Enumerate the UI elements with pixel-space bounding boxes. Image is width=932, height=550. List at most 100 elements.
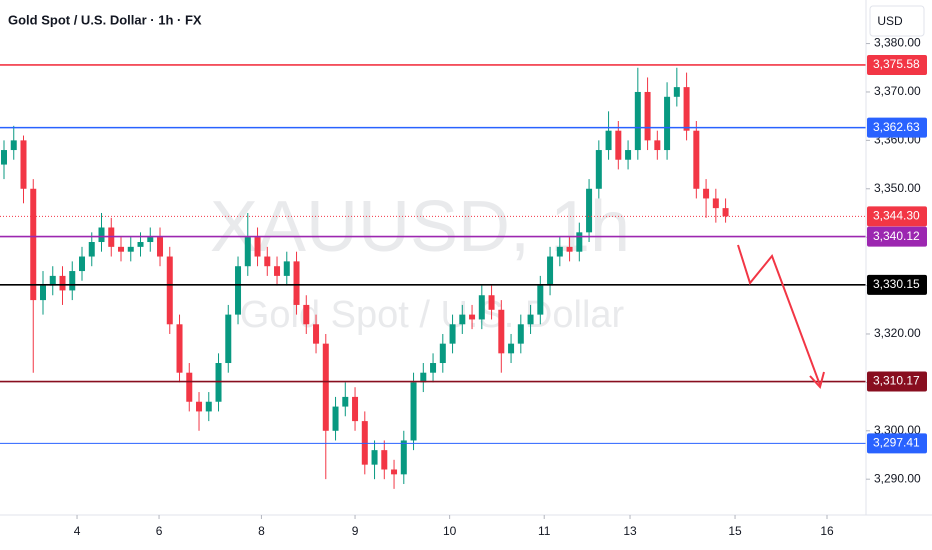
- candle-body: [469, 314, 476, 320]
- candle-body: [703, 188, 710, 199]
- candle-body: [79, 256, 86, 272]
- candle-body: [586, 188, 593, 233]
- y-tick-label: 3,350.00: [874, 181, 921, 195]
- arrow-head: [809, 371, 825, 390]
- level-label: 3,330.15: [873, 277, 920, 291]
- candle-body: [625, 150, 632, 160]
- level-label-bg: [867, 433, 927, 454]
- level-label: 3,344.30: [873, 209, 920, 223]
- chart-title: Gold Spot / U.S. Dollar · 1h · FX: [8, 12, 202, 27]
- candle-body: [508, 343, 515, 354]
- watermark: XAUUSD, 1h Gold Spot / U.S. Dollar: [210, 187, 630, 336]
- candle-body: [49, 275, 56, 286]
- candle-body: [283, 261, 290, 276]
- candle-body: [556, 246, 563, 257]
- candle-body: [537, 285, 544, 315]
- candle-body: [30, 188, 37, 301]
- candle-body: [244, 237, 251, 267]
- candle-body: [371, 450, 378, 465]
- candle-body: [391, 469, 398, 475]
- candle-body: [352, 396, 359, 422]
- candle-body: [664, 96, 671, 151]
- candle-body: [40, 285, 47, 301]
- candle-body: [449, 324, 456, 344]
- candle-body: [215, 363, 222, 402]
- candle-body: [420, 372, 427, 383]
- candle-body: [225, 314, 232, 364]
- candle-body: [88, 242, 95, 257]
- candle-body: [498, 309, 505, 354]
- currency-label[interactable]: USD: [877, 14, 903, 28]
- watermark-symbol: XAUUSD, 1h: [210, 187, 630, 267]
- x-tick-label: 13: [623, 524, 637, 538]
- candle-body: [10, 140, 17, 151]
- candle-body: [137, 242, 144, 247]
- level-label-bg: [867, 117, 927, 138]
- candle-body: [205, 401, 212, 412]
- level-label-bg: [867, 206, 927, 227]
- candle-body: [615, 130, 622, 160]
- candle-body: [693, 130, 700, 189]
- candle-body: [459, 314, 466, 325]
- axes: 3,290.003,300.003,310.003,320.003,330.00…: [74, 36, 927, 538]
- x-tick-label: 11: [538, 524, 551, 538]
- candle-body: [0, 150, 7, 165]
- candle-body: [235, 266, 242, 315]
- level-label-bg: [867, 274, 927, 295]
- candle-body: [196, 401, 203, 412]
- candle-body: [547, 256, 554, 286]
- candle-body: [712, 198, 719, 209]
- y-tick-label: 3,290.00: [874, 471, 921, 485]
- candle-body: [644, 91, 651, 141]
- y-tick-label: 3,320.00: [874, 326, 921, 340]
- candle-body: [381, 450, 388, 470]
- candle-body: [147, 237, 154, 243]
- candle-body: [673, 87, 680, 97]
- level-label-bg: [867, 371, 927, 392]
- x-tick-label: 10: [443, 524, 457, 538]
- candle-body: [127, 246, 134, 252]
- candle-body: [313, 324, 320, 344]
- candle-body: [527, 314, 534, 325]
- candle-body: [654, 140, 661, 151]
- candle-body: [683, 87, 690, 131]
- level-label: 3,297.41: [873, 435, 920, 449]
- candle-body: [274, 266, 281, 276]
- candle-body: [478, 295, 485, 320]
- arrow: [737, 244, 821, 386]
- level-label-bg: [867, 226, 927, 247]
- candle-body: [293, 261, 300, 305]
- candle-body: [634, 91, 641, 151]
- candle-body: [517, 324, 524, 344]
- candle-body: [722, 208, 729, 217]
- plot-area: [0, 64, 866, 489]
- candle-body: [59, 275, 66, 291]
- candle-body: [430, 363, 437, 373]
- level-label: 3,375.58: [873, 57, 920, 71]
- x-tick-label: 4: [74, 524, 81, 538]
- candle-body: [118, 246, 125, 252]
- candle-body: [332, 406, 339, 431]
- candle-body: [605, 130, 612, 151]
- x-tick-label: 9: [352, 524, 359, 538]
- candle-body: [439, 343, 446, 364]
- candle-body: [176, 324, 183, 373]
- x-tick-label: 6: [156, 524, 163, 538]
- candle-body: [488, 295, 495, 310]
- candle-body: [595, 150, 602, 189]
- candle-body: [342, 396, 349, 407]
- candle-body: [303, 304, 310, 325]
- candle-body: [69, 271, 76, 291]
- level-label: 3,310.17: [873, 374, 920, 388]
- y-tick-label: 3,380.00: [874, 36, 921, 50]
- currency-button[interactable]: [869, 5, 925, 37]
- candle-body: [322, 343, 329, 431]
- candle-body: [576, 232, 583, 252]
- candle-body: [98, 227, 105, 243]
- level-label: 3,362.63: [873, 120, 920, 134]
- candle-body: [20, 140, 27, 189]
- candle-body: [157, 237, 164, 257]
- level-label: 3,340.12: [873, 229, 920, 243]
- y-tick-label: 3,370.00: [874, 84, 921, 98]
